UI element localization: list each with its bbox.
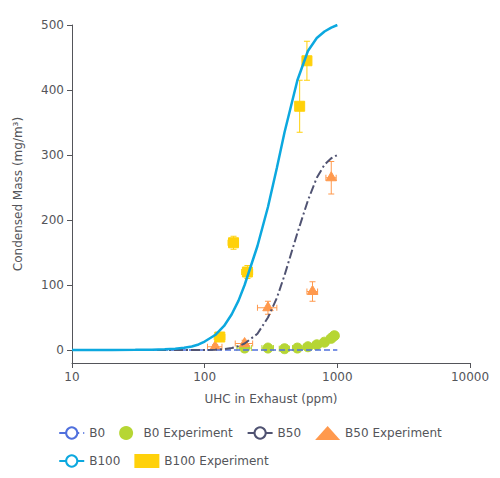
svg-text:300: 300 <box>41 148 64 162</box>
svg-text:100: 100 <box>193 370 216 384</box>
svg-text:200: 200 <box>41 213 64 227</box>
svg-text:0: 0 <box>56 343 64 357</box>
svg-text:B100: B100 <box>89 454 120 468</box>
svg-text:B0: B0 <box>89 426 105 440</box>
svg-text:B50: B50 <box>278 426 302 440</box>
svg-text:Condensed Mass (mg/m³): Condensed Mass (mg/m³) <box>11 117 25 271</box>
svg-text:10000: 10000 <box>451 370 489 384</box>
svg-text:100: 100 <box>41 278 64 292</box>
svg-text:1000: 1000 <box>322 370 353 384</box>
svg-text:B100 Experiment: B100 Experiment <box>164 454 269 468</box>
svg-text:500: 500 <box>41 18 64 32</box>
svg-text:UHC in Exhaust (ppm): UHC in Exhaust (ppm) <box>204 392 337 406</box>
svg-text:B0 Experiment: B0 Experiment <box>144 426 233 440</box>
svg-text:400: 400 <box>41 83 64 97</box>
svg-text:10: 10 <box>64 370 79 384</box>
svg-text:B50 Experiment: B50 Experiment <box>345 426 442 440</box>
